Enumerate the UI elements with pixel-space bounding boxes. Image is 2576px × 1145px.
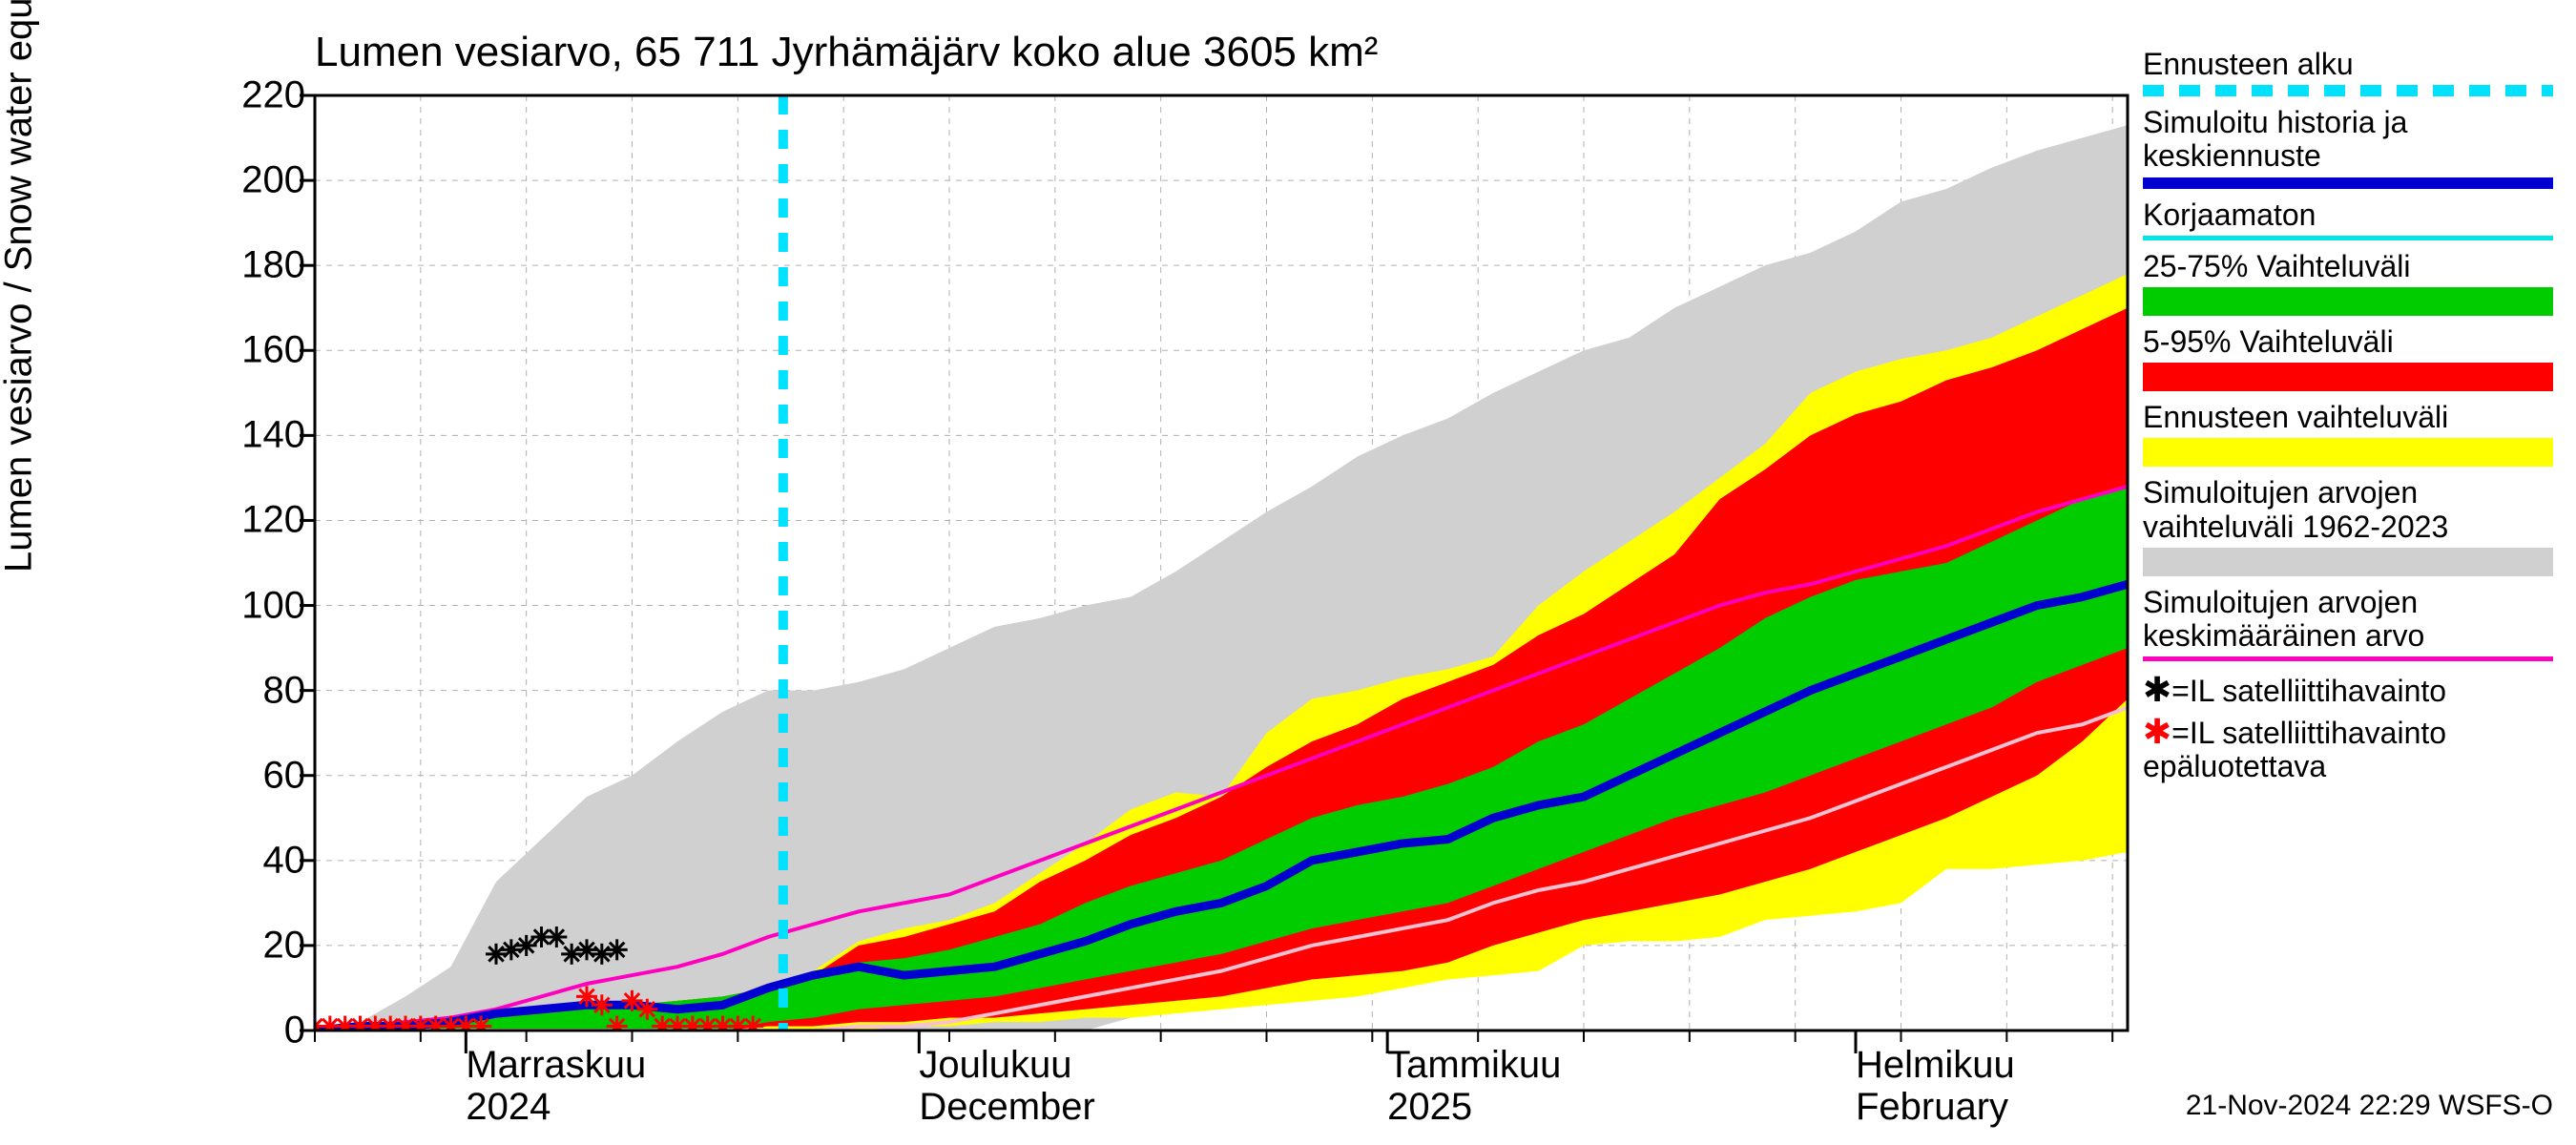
x-tick-month: Marraskuu [466,1044,646,1087]
legend-swatch [2143,548,2553,576]
legend-label: Simuloitujen arvojen keskimääräinen arvo [2143,586,2553,653]
y-tick: 20 [263,924,306,967]
y-tick: 0 [284,1010,305,1052]
x-tick-month: Helmikuu [1856,1044,2015,1087]
legend-item: Simuloitujen arvojen keskimääräinen arvo [2143,586,2553,661]
legend-item: Simuloitu historia ja keskiennuste [2143,106,2553,188]
legend-item: Simuloitujen arvojen vaihteluväli 1962-2… [2143,476,2553,575]
x-tick-month: Tammikuu [1387,1044,1561,1087]
legend-item: Ennusteen alku [2143,48,2553,96]
legend-label: 5-95% Vaihteluväli [2143,325,2553,359]
legend-label: =IL satelliittihavainto epäluotettava [2143,716,2446,784]
legend-swatch [2143,236,2553,240]
x-tick-year: February [1856,1086,2008,1129]
legend: Ennusteen alku Simuloitu historia ja kesk… [2143,48,2553,787]
legend-swatch [2143,363,2553,391]
y-tick: 200 [241,159,305,202]
y-tick: 120 [241,499,305,542]
legend-swatch [2143,85,2553,96]
chart-container: Lumen vesiarvo, 65 711 Jyrhämäjärv koko … [0,0,2576,1145]
y-tick: 80 [263,669,306,712]
legend-label: Simuloitu historia ja keskiennuste [2143,106,2553,173]
legend-item: 5-95% Vaihteluväli [2143,325,2553,391]
legend-item: 25-75% Vaihteluväli [2143,250,2553,316]
legend-item: ✱=IL satelliittihavainto epäluotettava [2143,713,2553,784]
legend-swatch [2143,438,2553,467]
x-tick-month: Joulukuu [919,1044,1071,1087]
legend-swatch [2143,287,2553,316]
y-tick: 40 [263,839,306,882]
y-tick: 220 [241,74,305,117]
timestamp: 21-Nov-2024 22:29 WSFS-O [2186,1090,2553,1122]
legend-label: Korjaamaton [2143,198,2553,232]
legend-marker-icon: ✱ [2143,670,2171,709]
legend-label: Ennusteen alku [2143,48,2553,81]
y-tick: 60 [263,754,306,797]
y-tick: 160 [241,329,305,372]
x-tick-year: December [919,1086,1095,1129]
y-tick: 100 [241,584,305,627]
legend-swatch [2143,656,2553,661]
legend-item: Korjaamaton [2143,198,2553,240]
legend-marker-icon: ✱ [2143,712,2171,751]
legend-item: Ennusteen vaihteluväli [2143,401,2553,467]
y-tick: 180 [241,244,305,287]
x-tick-year: 2024 [466,1086,551,1129]
legend-label: =IL satelliittihavainto [2171,674,2446,708]
legend-label: Ennusteen vaihteluväli [2143,401,2553,434]
legend-label: Simuloitujen arvojen vaihteluväli 1962-2… [2143,476,2553,543]
x-tick-year: 2025 [1387,1086,1472,1129]
legend-label: 25-75% Vaihteluväli [2143,250,2553,283]
legend-swatch [2143,177,2553,189]
y-tick: 140 [241,414,305,457]
legend-item: ✱=IL satelliittihavainto [2143,671,2553,709]
